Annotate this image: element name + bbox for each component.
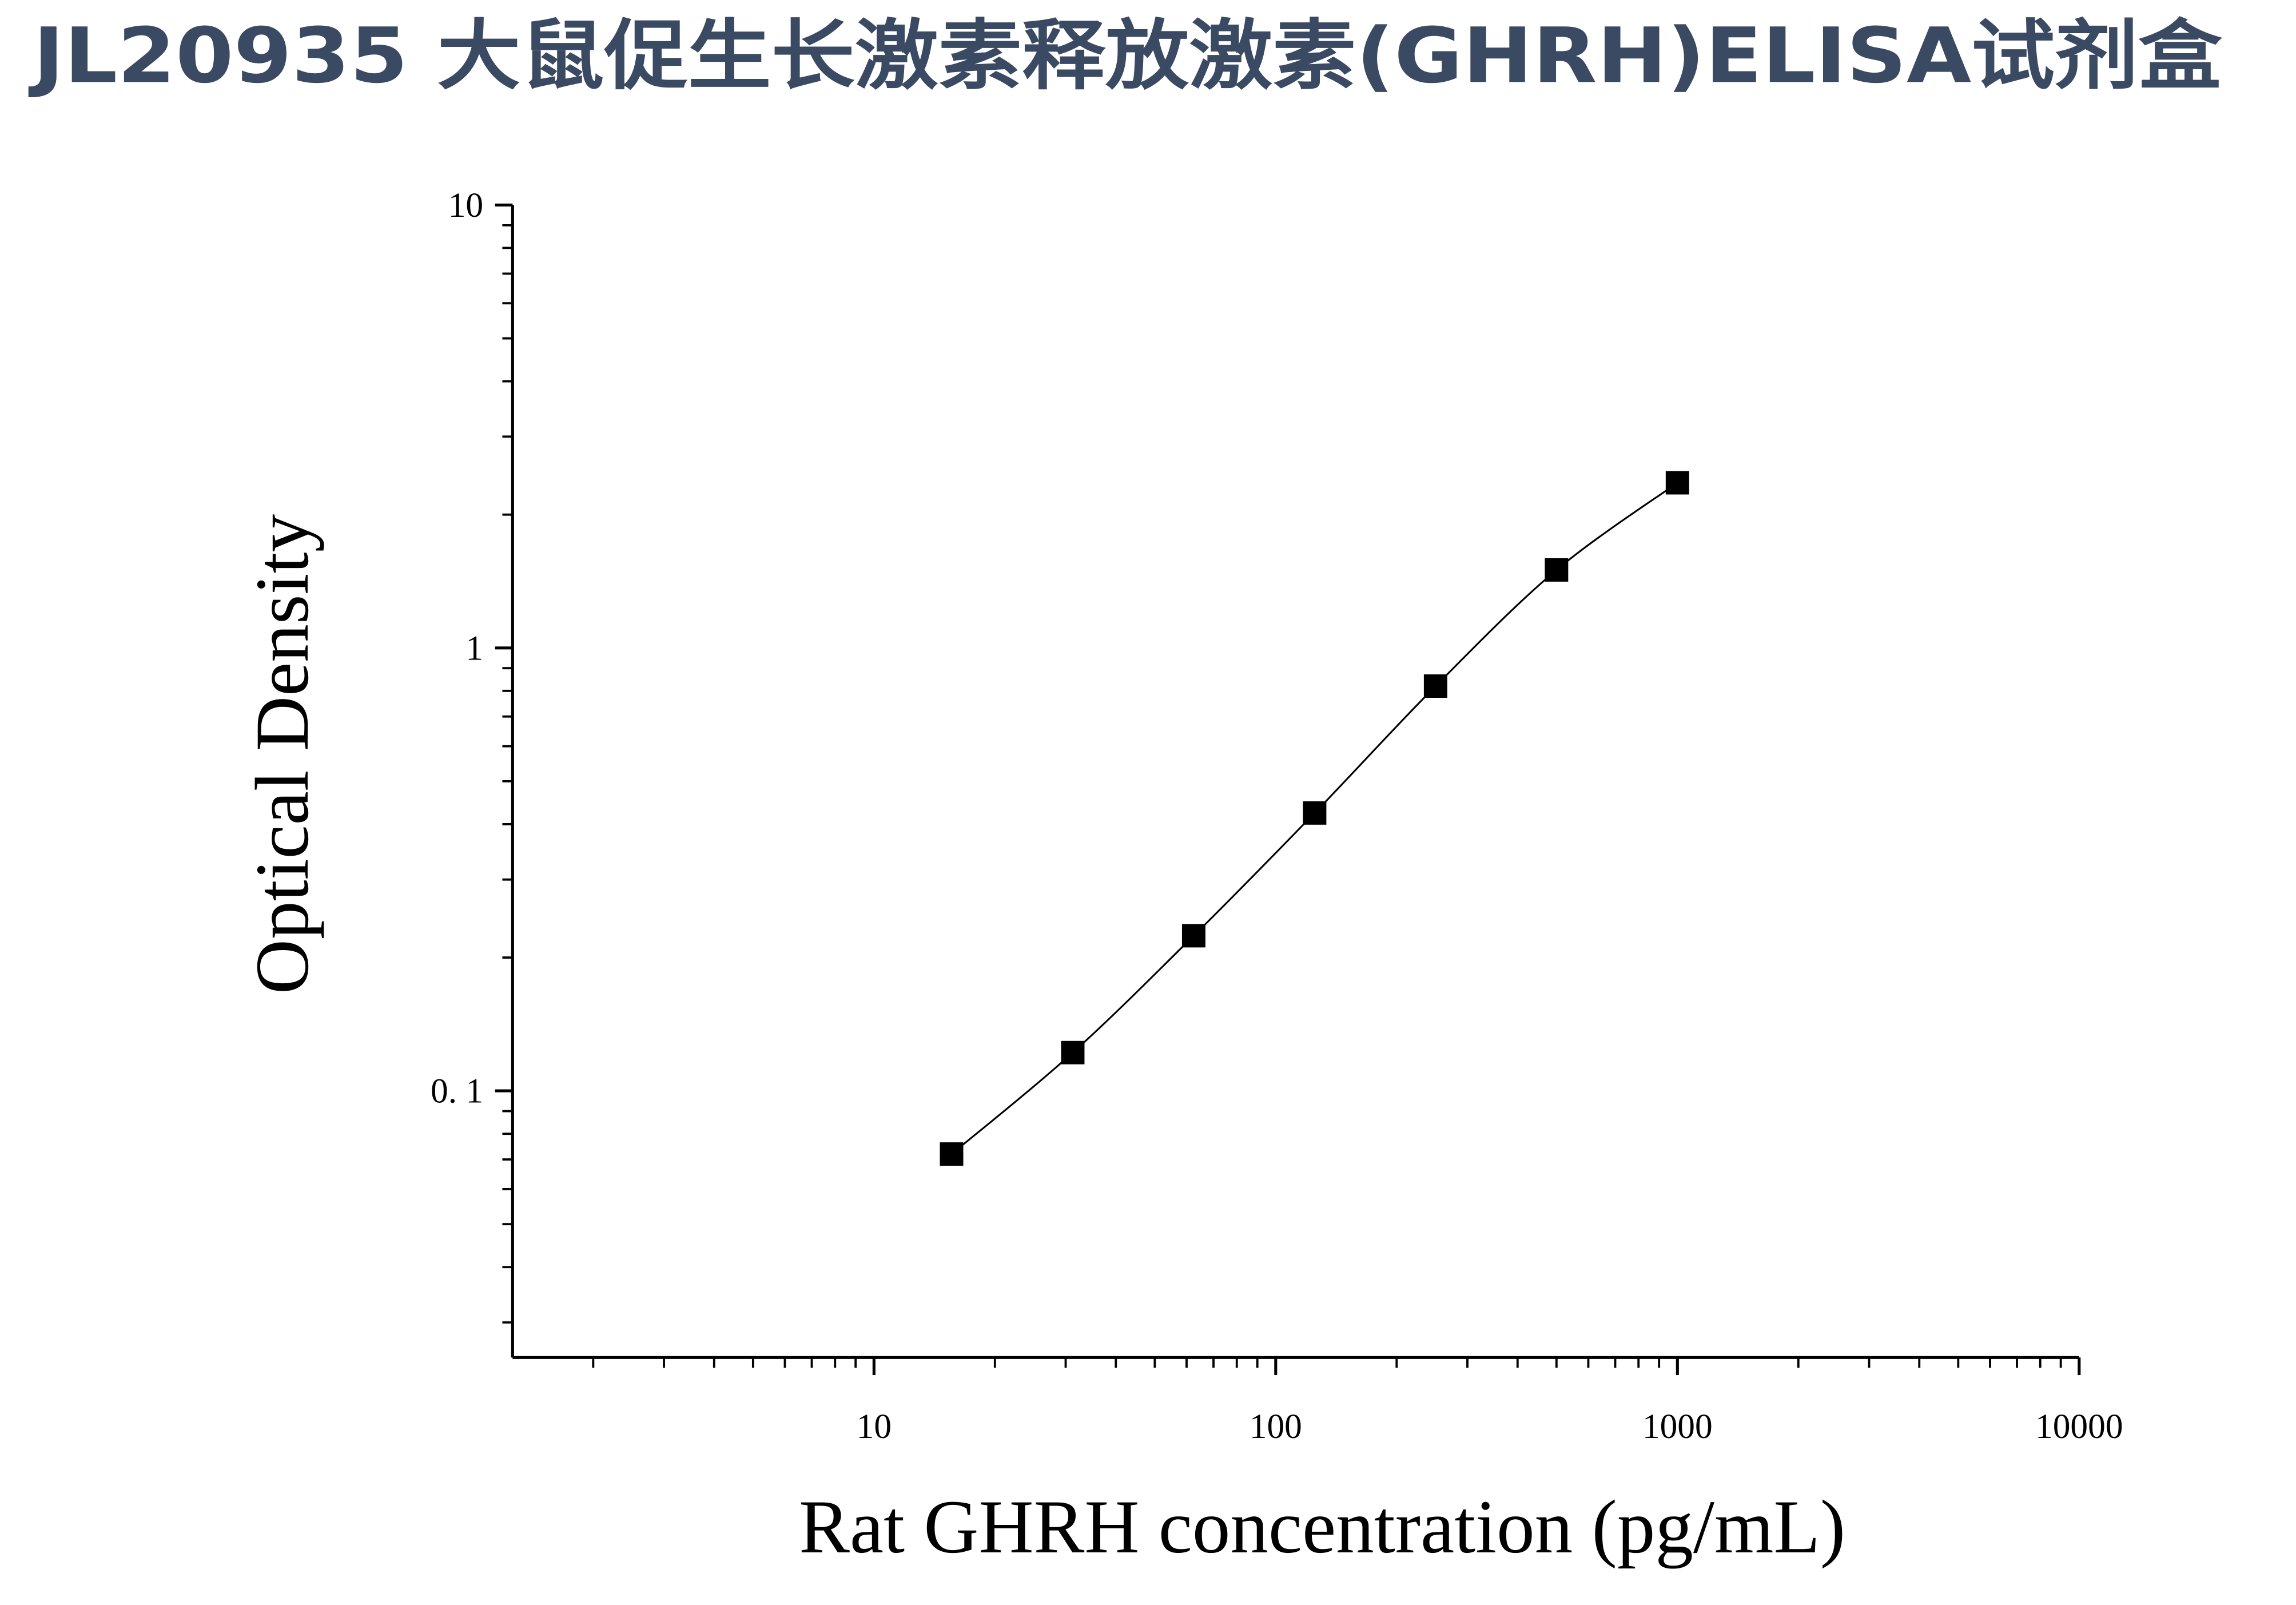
x-tick-label: 1000: [1642, 1407, 1713, 1446]
point: [1303, 801, 1327, 825]
point: [1665, 471, 1689, 495]
point: [940, 1142, 964, 1166]
y-axis-label: Optical Density: [240, 514, 324, 994]
point: [1061, 1040, 1085, 1064]
y-tick-label: 10: [448, 186, 483, 225]
y-tick-label: 1: [465, 629, 483, 668]
x-tick-label: 10000: [2035, 1407, 2123, 1446]
point: [1181, 924, 1205, 948]
x-axis-label: Rat GHRH concentration (pg/mL): [799, 1484, 1845, 1569]
point: [1545, 558, 1569, 582]
x-tick-label: 100: [1250, 1407, 1302, 1446]
point: [1423, 674, 1447, 698]
y-tick-label: 0. 1: [431, 1072, 483, 1111]
chart-title: JL20935 大鼠促生长激素释放激素(GHRH)ELISA试剂盒: [28, 11, 2222, 100]
x-tick-label: 10: [857, 1407, 892, 1446]
